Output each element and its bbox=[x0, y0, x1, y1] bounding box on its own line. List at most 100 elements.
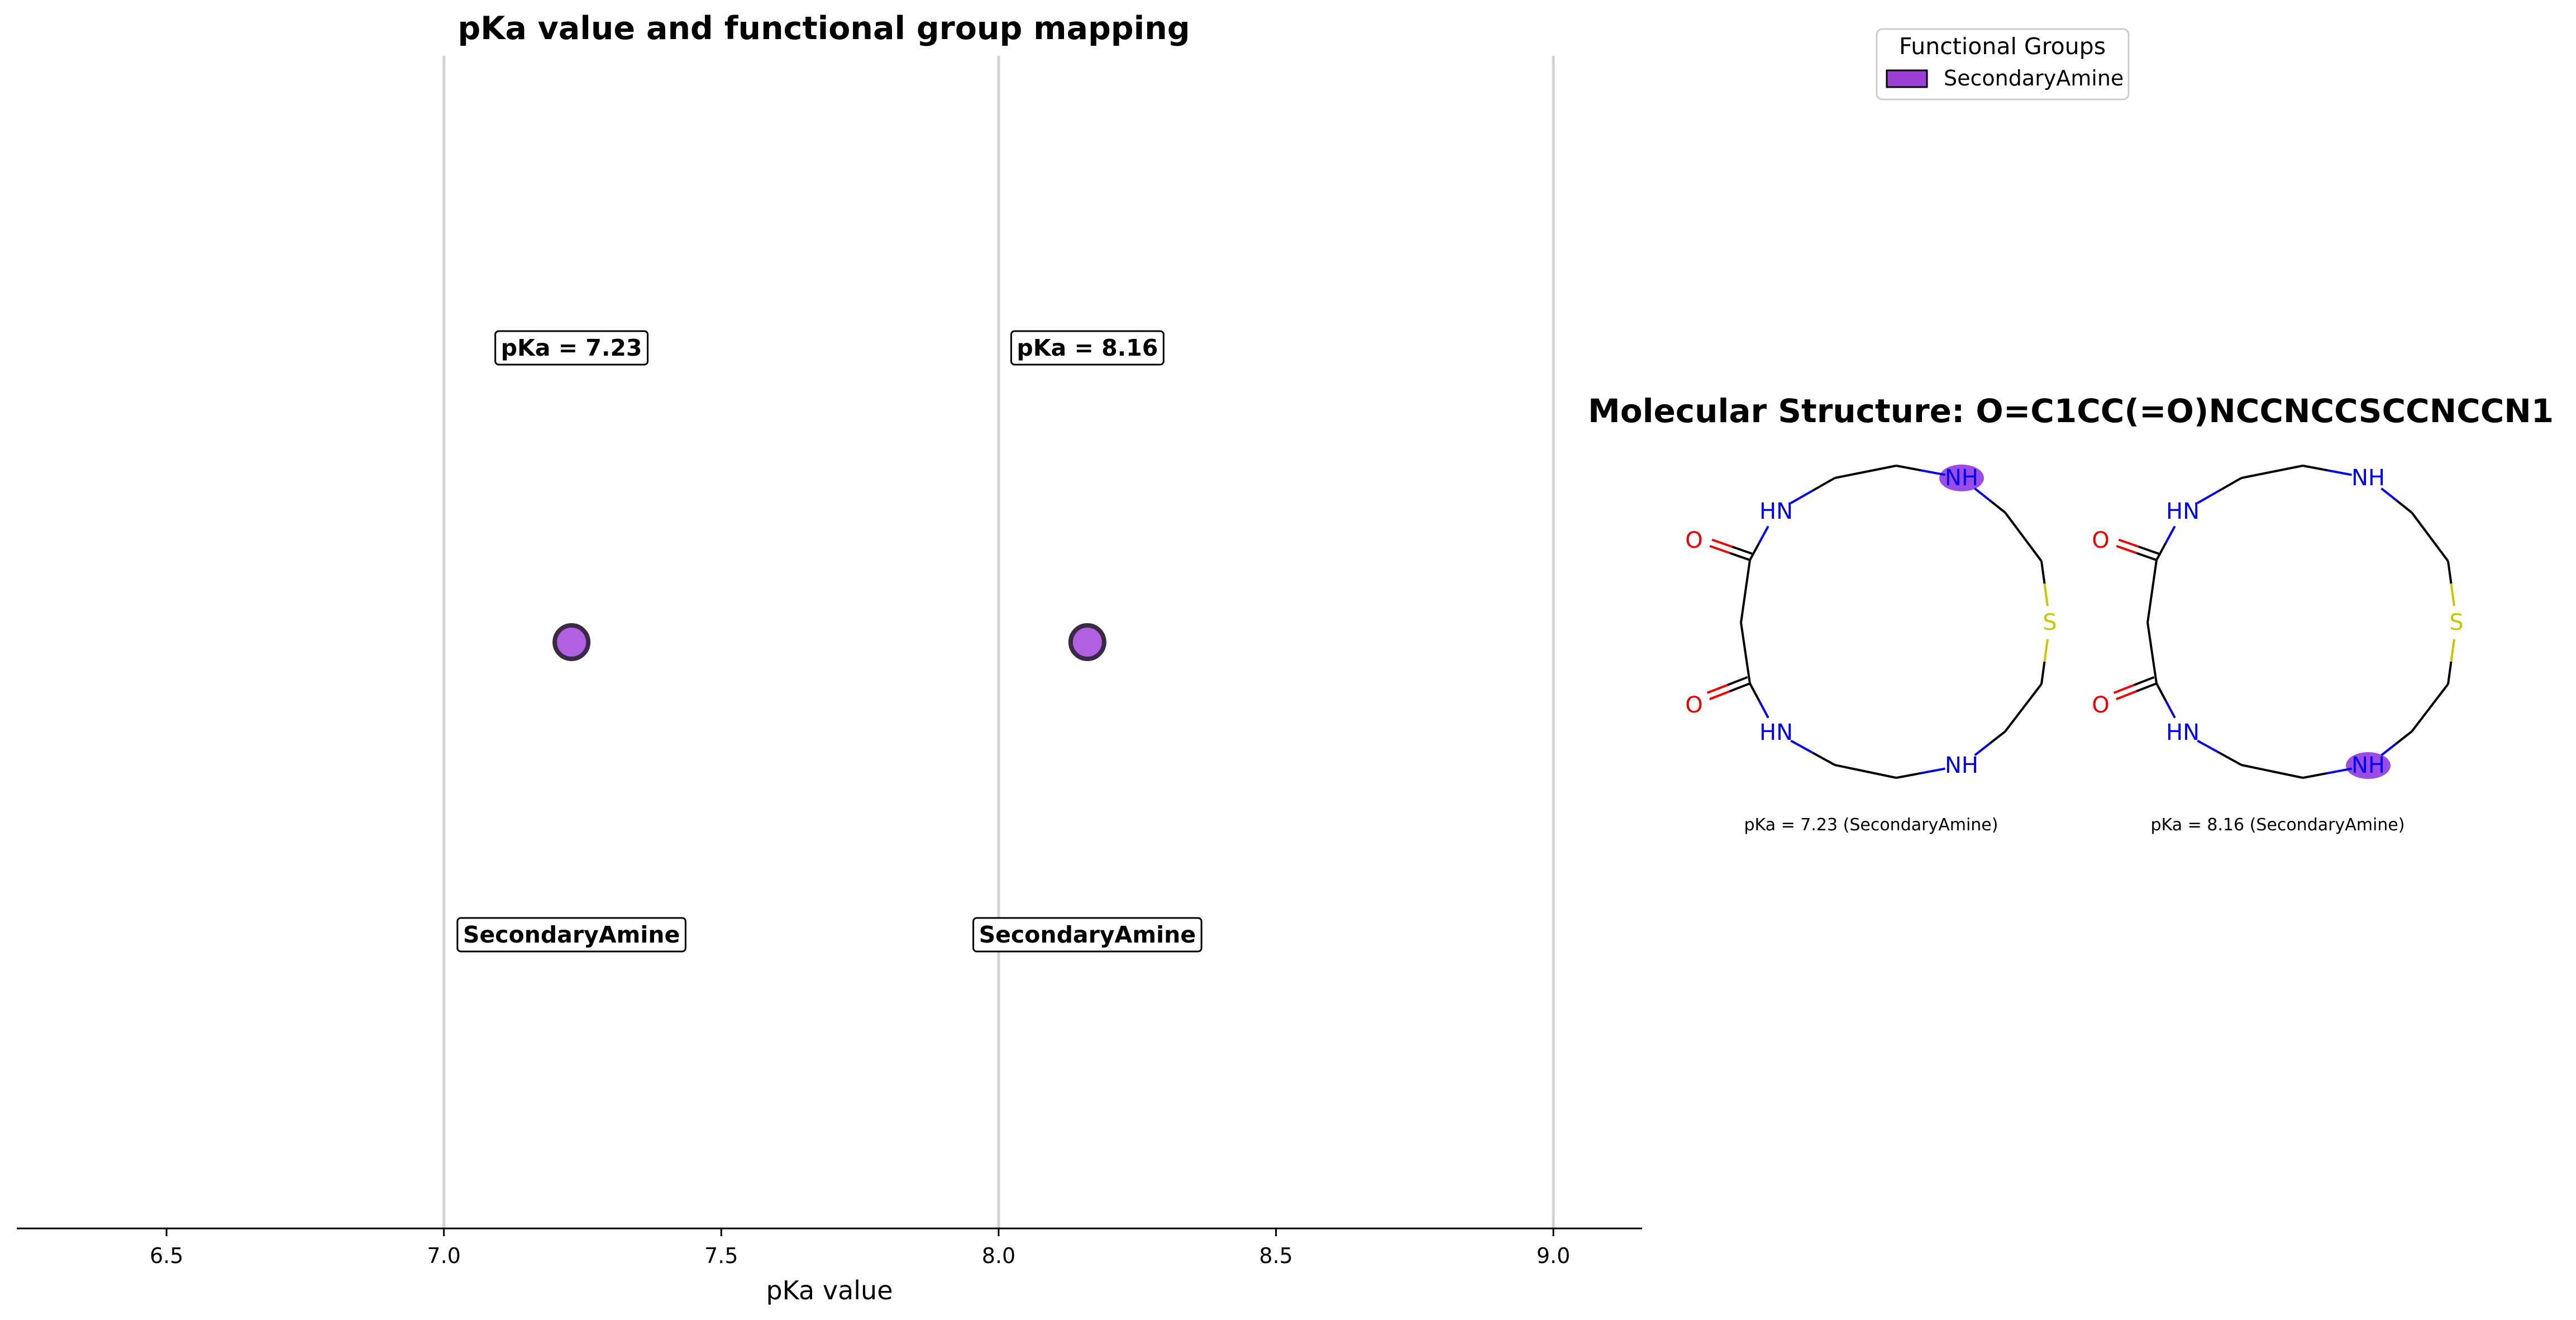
atom-label: O bbox=[2092, 528, 2109, 553]
chart-title: pKa value and functional group mapping bbox=[458, 10, 1190, 47]
bond bbox=[1896, 772, 1921, 779]
bond bbox=[1790, 739, 1814, 754]
bond bbox=[2004, 707, 2025, 733]
bond bbox=[1711, 538, 1733, 548]
bond bbox=[1920, 767, 1945, 774]
bond bbox=[2151, 559, 2158, 592]
bond bbox=[1740, 622, 1747, 653]
bond bbox=[1749, 683, 1761, 701]
bond bbox=[2116, 545, 2137, 554]
bond bbox=[1834, 764, 1866, 773]
bond bbox=[2429, 536, 2449, 562]
atom-labels: NH HN HN NH S O O bbox=[2092, 465, 2463, 778]
legend-entry-label: SecondaryAmine bbox=[1944, 66, 2124, 90]
molecule-caption-2: pKa = 8.16 (SecondaryAmine) bbox=[2151, 815, 2405, 835]
bond bbox=[2138, 546, 2159, 555]
pka-label-1-text: pKa = 7.23 bbox=[501, 334, 642, 361]
bond bbox=[2450, 583, 2455, 606]
pka-label-1-box bbox=[494, 330, 649, 366]
bond bbox=[2381, 487, 2397, 501]
molecule-section: Molecular Structure: O=C1CC(=O)NCCNCCSCC… bbox=[1588, 392, 2554, 835]
highlighted-atom bbox=[2346, 752, 2391, 779]
atom-label: O bbox=[1685, 528, 1702, 553]
x-tick-label: 8.5 bbox=[1259, 1244, 1292, 1268]
bond bbox=[1758, 700, 1769, 719]
atom-label: NH bbox=[1945, 465, 1978, 491]
group-label-1-text: SecondaryAmine bbox=[463, 921, 680, 948]
x-tick-label: 7.0 bbox=[427, 1244, 461, 1268]
x-tick-label: 7.5 bbox=[704, 1244, 738, 1268]
bond bbox=[2136, 552, 2157, 561]
bond bbox=[2022, 536, 2043, 562]
bond bbox=[2136, 682, 2157, 692]
bond bbox=[1744, 653, 1751, 684]
molecule-panel-2: NH HN HN NH S O O bbox=[2092, 465, 2464, 779]
bond bbox=[1729, 682, 1750, 692]
bond bbox=[1749, 542, 1761, 561]
bond bbox=[2040, 661, 2046, 685]
bond bbox=[1706, 684, 1728, 694]
pka-label-1: pKa = 7.23 bbox=[494, 330, 649, 366]
molecule-title: Molecular Structure: O=C1CC(=O)NCCNCCSCC… bbox=[1588, 392, 2554, 430]
bond bbox=[2116, 690, 2137, 700]
x-axis-label: pKa value bbox=[766, 1275, 893, 1305]
atom-label: S bbox=[2043, 610, 2057, 635]
bond bbox=[1726, 676, 1748, 686]
group-label-2-text: SecondaryAmine bbox=[979, 921, 1196, 948]
bond bbox=[1896, 465, 1921, 472]
data-point-1 bbox=[552, 623, 591, 661]
bond bbox=[1989, 499, 2006, 514]
bond bbox=[1865, 770, 1897, 779]
bond bbox=[1744, 559, 1751, 592]
bond bbox=[2411, 511, 2431, 538]
highlighted-atom bbox=[1939, 465, 1984, 491]
pka-label-2: pKa = 8.16 bbox=[1010, 330, 1165, 366]
bond bbox=[2113, 684, 2135, 694]
bond bbox=[2022, 683, 2043, 709]
atom-label: S bbox=[2449, 610, 2463, 635]
atom-label: HN bbox=[1759, 499, 1793, 524]
bond bbox=[2302, 772, 2328, 779]
bond bbox=[2241, 764, 2273, 773]
bond bbox=[2004, 511, 2025, 538]
bonds bbox=[2113, 465, 2455, 779]
bond bbox=[2155, 683, 2167, 701]
atom-label: NH bbox=[2351, 753, 2385, 778]
data-points bbox=[552, 623, 1106, 661]
bond bbox=[1731, 546, 1753, 555]
legend: Functional Groups SecondaryAmine bbox=[1876, 28, 2130, 101]
atom-label: NH bbox=[2351, 465, 2385, 491]
atom-label: HN bbox=[2166, 720, 2200, 745]
bond bbox=[1790, 489, 1814, 504]
bond bbox=[2327, 767, 2352, 774]
bond bbox=[2155, 542, 2167, 561]
atom-label: HN bbox=[2166, 499, 2200, 524]
bond bbox=[1758, 525, 1769, 544]
bond bbox=[2197, 489, 2220, 504]
bond bbox=[2450, 639, 2455, 662]
bond bbox=[2381, 742, 2398, 757]
group-label-2: SecondaryAmine bbox=[972, 917, 1203, 953]
pka-annotations: pKa = 7.23 pKa = 8.16 bbox=[494, 330, 1165, 366]
atom-label: O bbox=[2092, 692, 2109, 718]
x-axis-ticks: 6.5 7.0 7.5 8.0 8.5 9.0 bbox=[150, 1228, 1570, 1268]
bond bbox=[1974, 487, 1991, 501]
bond bbox=[1920, 469, 1945, 476]
bond bbox=[1989, 730, 2006, 744]
pka-label-2-box bbox=[1010, 330, 1165, 366]
pka-chart: pKa value and functional group mapping 6… bbox=[17, 10, 1642, 1305]
atom-labels: NH HN HN NH S O O bbox=[1685, 465, 2057, 778]
bond bbox=[2241, 471, 2273, 479]
legend-swatch-secondary-amine bbox=[1886, 69, 1928, 88]
x-tick-label: 9.0 bbox=[1537, 1244, 1570, 1268]
bond bbox=[2151, 653, 2158, 684]
bond bbox=[2133, 676, 2155, 686]
bond bbox=[1740, 591, 1747, 623]
molecule-caption-1: pKa = 7.23 (SecondaryAmine) bbox=[1744, 815, 1998, 835]
bond bbox=[1709, 545, 1730, 554]
bond bbox=[2447, 661, 2453, 685]
bonds bbox=[1706, 465, 2049, 779]
atom-label: NH bbox=[1945, 753, 1978, 778]
legend-frame bbox=[1876, 28, 2130, 101]
bond bbox=[2272, 770, 2303, 779]
